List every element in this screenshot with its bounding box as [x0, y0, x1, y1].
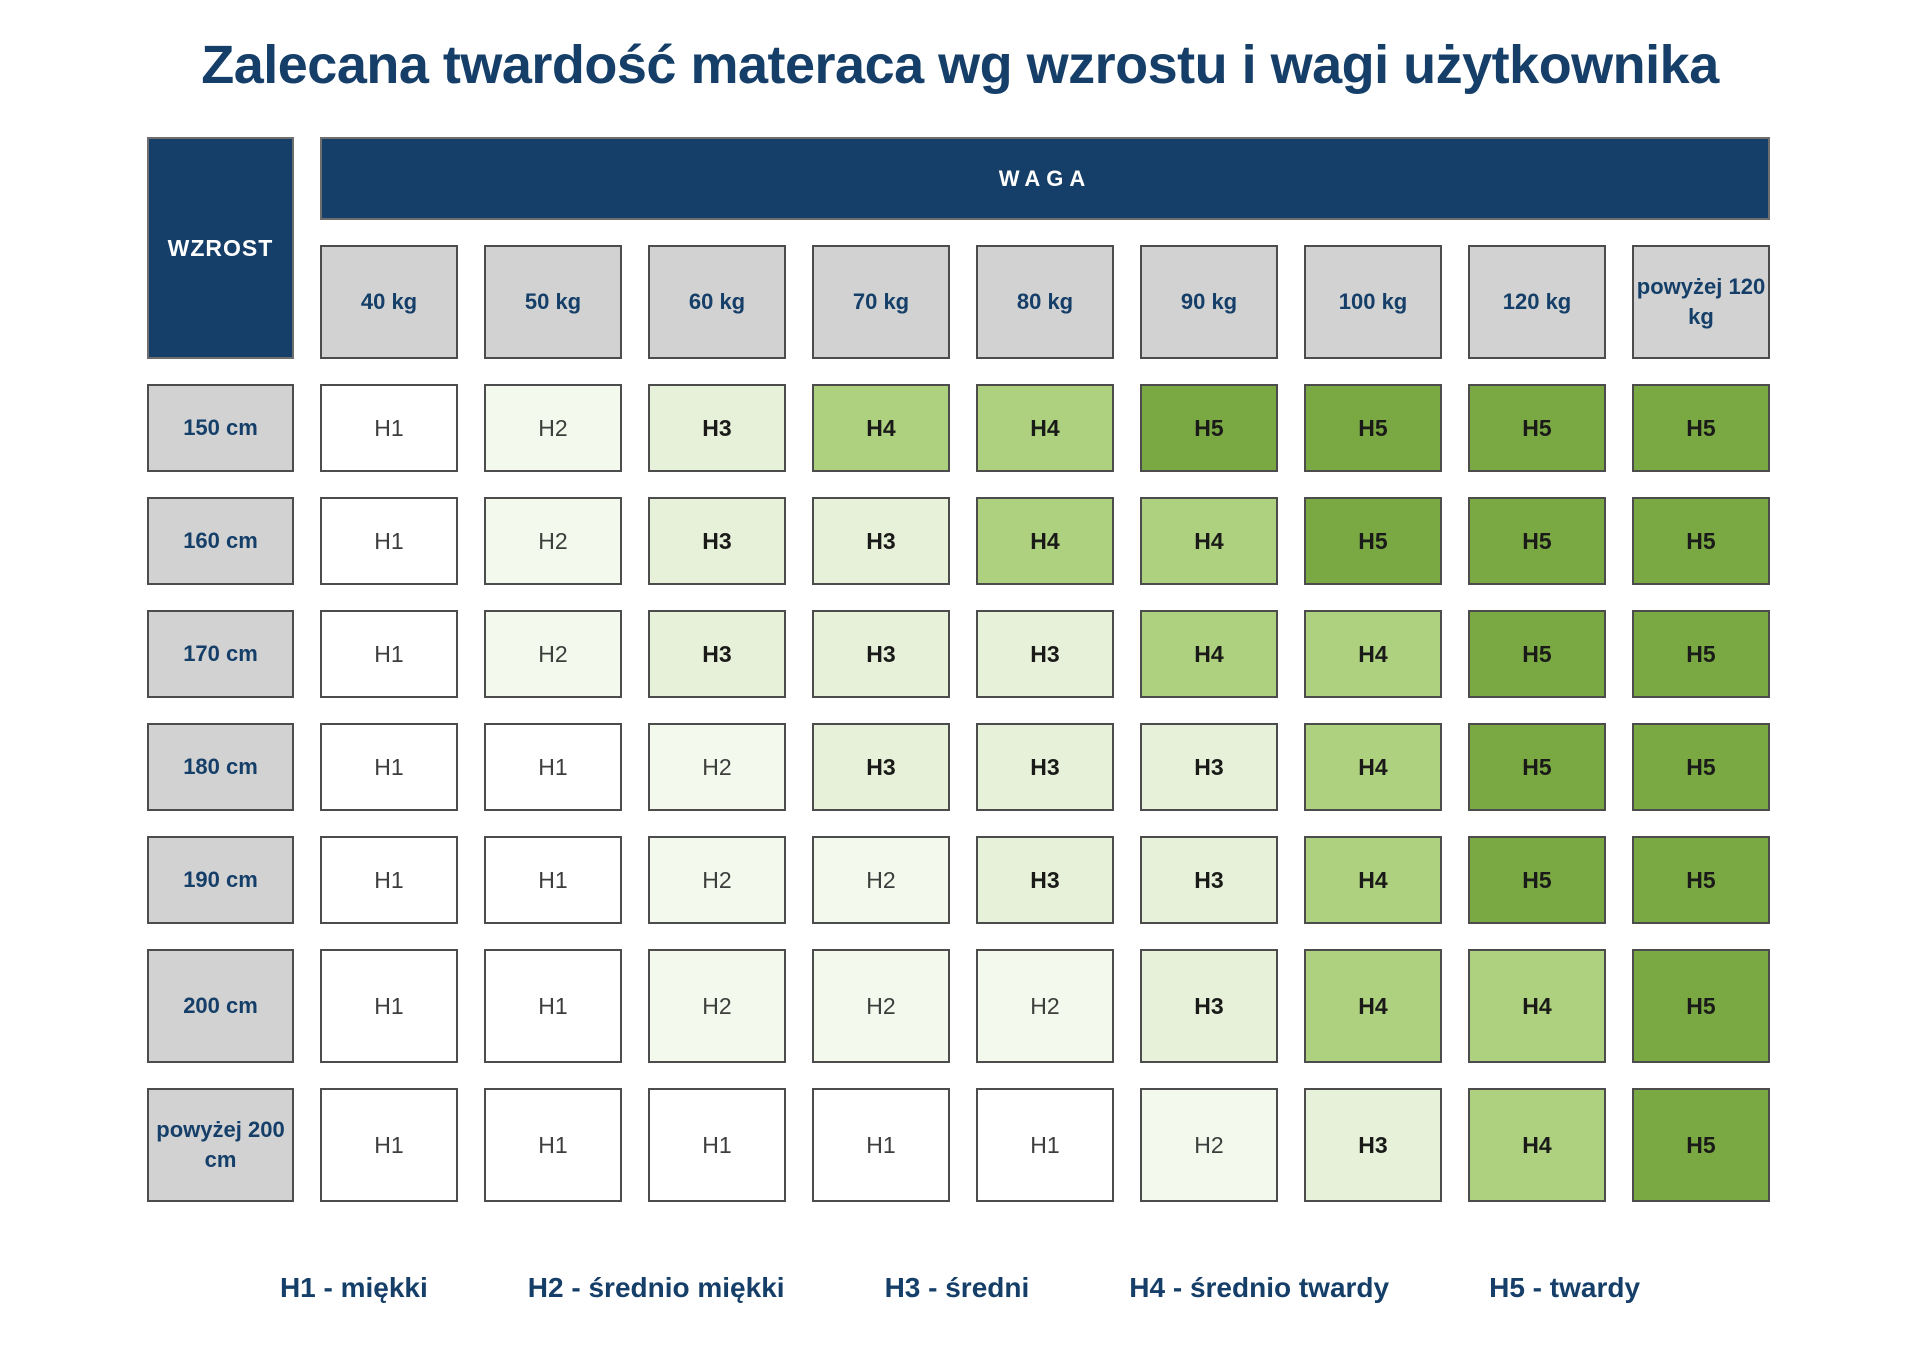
- firmness-cell: H3: [648, 384, 786, 472]
- firmness-cell: H5: [1632, 1088, 1770, 1202]
- row-height-label: 160 cm: [147, 497, 294, 585]
- firmness-cell: H2: [976, 949, 1114, 1063]
- legend-item-h1: H1 - miękki: [279, 1272, 428, 1303]
- row-height-label: 200 cm: [147, 949, 294, 1063]
- firmness-cell: H4: [1304, 723, 1442, 811]
- firmness-legend: H1 - miękki H2 - średnio miękki H3 - śre…: [0, 1272, 1920, 1304]
- firmness-cell: H1: [320, 1088, 458, 1202]
- firmness-cell: H1: [484, 1088, 622, 1202]
- firmness-cell: H2: [648, 949, 786, 1063]
- firmness-cell: H4: [976, 384, 1114, 472]
- row-height-label: powyżej 200 cm: [147, 1088, 294, 1202]
- firmness-cell: H1: [320, 610, 458, 698]
- firmness-cell: H3: [1304, 1088, 1442, 1202]
- firmness-cell: H1: [320, 723, 458, 811]
- firmness-cell: H4: [1304, 836, 1442, 924]
- firmness-cell: H2: [484, 610, 622, 698]
- col-weight-label: 90 kg: [1140, 245, 1278, 359]
- row-height-label: 190 cm: [147, 836, 294, 924]
- firmness-cell: H1: [484, 949, 622, 1063]
- firmness-cell: H4: [812, 384, 950, 472]
- firmness-cell: H3: [812, 723, 950, 811]
- firmness-cell: H4: [1304, 610, 1442, 698]
- firmness-cell: H5: [1632, 384, 1770, 472]
- firmness-cell: H1: [320, 949, 458, 1063]
- firmness-cell: H5: [1468, 497, 1606, 585]
- col-weight-label: 70 kg: [812, 245, 950, 359]
- firmness-cell: H5: [1304, 384, 1442, 472]
- firmness-cell: H3: [812, 610, 950, 698]
- col-weight-label: powyżej 120 kg: [1632, 245, 1770, 359]
- firmness-cell: H3: [648, 610, 786, 698]
- firmness-cell: H3: [812, 497, 950, 585]
- firmness-cell: H5: [1140, 384, 1278, 472]
- firmness-cell: H5: [1468, 836, 1606, 924]
- legend-item-h4: H4 - średnio twardy: [1129, 1272, 1390, 1303]
- legend-item-h3: H3 - średni: [884, 1272, 1030, 1303]
- firmness-cell: H3: [1140, 949, 1278, 1063]
- firmness-cell: H2: [648, 723, 786, 811]
- firmness-cell: H2: [812, 836, 950, 924]
- firmness-cell: H1: [484, 836, 622, 924]
- legend-item-h2: H2 - średnio miękki: [527, 1272, 785, 1303]
- firmness-cell: H1: [484, 723, 622, 811]
- firmness-cell: H3: [976, 610, 1114, 698]
- col-weight-label: 100 kg: [1304, 245, 1442, 359]
- firmness-cell: H5: [1468, 610, 1606, 698]
- col-weight-label: 120 kg: [1468, 245, 1606, 359]
- firmness-cell: H4: [1304, 949, 1442, 1063]
- firmness-cell: H2: [484, 384, 622, 472]
- firmness-cell: H4: [1468, 949, 1606, 1063]
- firmness-cell: H2: [648, 836, 786, 924]
- firmness-cell: H5: [1632, 949, 1770, 1063]
- firmness-cell: H5: [1304, 497, 1442, 585]
- firmness-cell: H5: [1632, 610, 1770, 698]
- firmness-cell: H1: [320, 497, 458, 585]
- firmness-cell: H2: [484, 497, 622, 585]
- firmness-cell: H4: [976, 497, 1114, 585]
- firmness-cell: H2: [812, 949, 950, 1063]
- firmness-cell: H3: [976, 836, 1114, 924]
- row-height-label: 180 cm: [147, 723, 294, 811]
- firmness-cell: H1: [320, 836, 458, 924]
- height-axis-header: WZROST: [147, 137, 294, 359]
- firmness-cell: H5: [1468, 723, 1606, 811]
- page-title: Zalecana twardość materaca wg wzrostu i …: [201, 35, 1719, 95]
- firmness-cell: H5: [1632, 836, 1770, 924]
- firmness-cell: H2: [1140, 1088, 1278, 1202]
- firmness-cell: H5: [1632, 723, 1770, 811]
- firmness-cell: H1: [812, 1088, 950, 1202]
- firmness-cell: H3: [976, 723, 1114, 811]
- firmness-table: WZROST WAGA 40 kg 50 kg 60 kg 70 kg 80 kg 90 …: [147, 137, 1770, 1202]
- firmness-cell: H1: [320, 384, 458, 472]
- col-weight-label: 40 kg: [320, 245, 458, 359]
- weight-axis-header: WAGA: [320, 137, 1770, 220]
- firmness-cell: H5: [1632, 497, 1770, 585]
- row-height-label: 150 cm: [147, 384, 294, 472]
- firmness-cell: H3: [1140, 723, 1278, 811]
- firmness-cell: H1: [976, 1088, 1114, 1202]
- firmness-cell: H3: [1140, 836, 1278, 924]
- legend-item-h5: H5 - twardy: [1489, 1272, 1641, 1303]
- firmness-cell: H1: [648, 1088, 786, 1202]
- col-weight-label: 60 kg: [648, 245, 786, 359]
- col-weight-label: 50 kg: [484, 245, 622, 359]
- firmness-cell: H4: [1140, 497, 1278, 585]
- firmness-cell: H5: [1468, 384, 1606, 472]
- row-height-label: 170 cm: [147, 610, 294, 698]
- firmness-cell: H4: [1468, 1088, 1606, 1202]
- firmness-cell: H3: [648, 497, 786, 585]
- col-weight-label: 80 kg: [976, 245, 1114, 359]
- firmness-cell: H4: [1140, 610, 1278, 698]
